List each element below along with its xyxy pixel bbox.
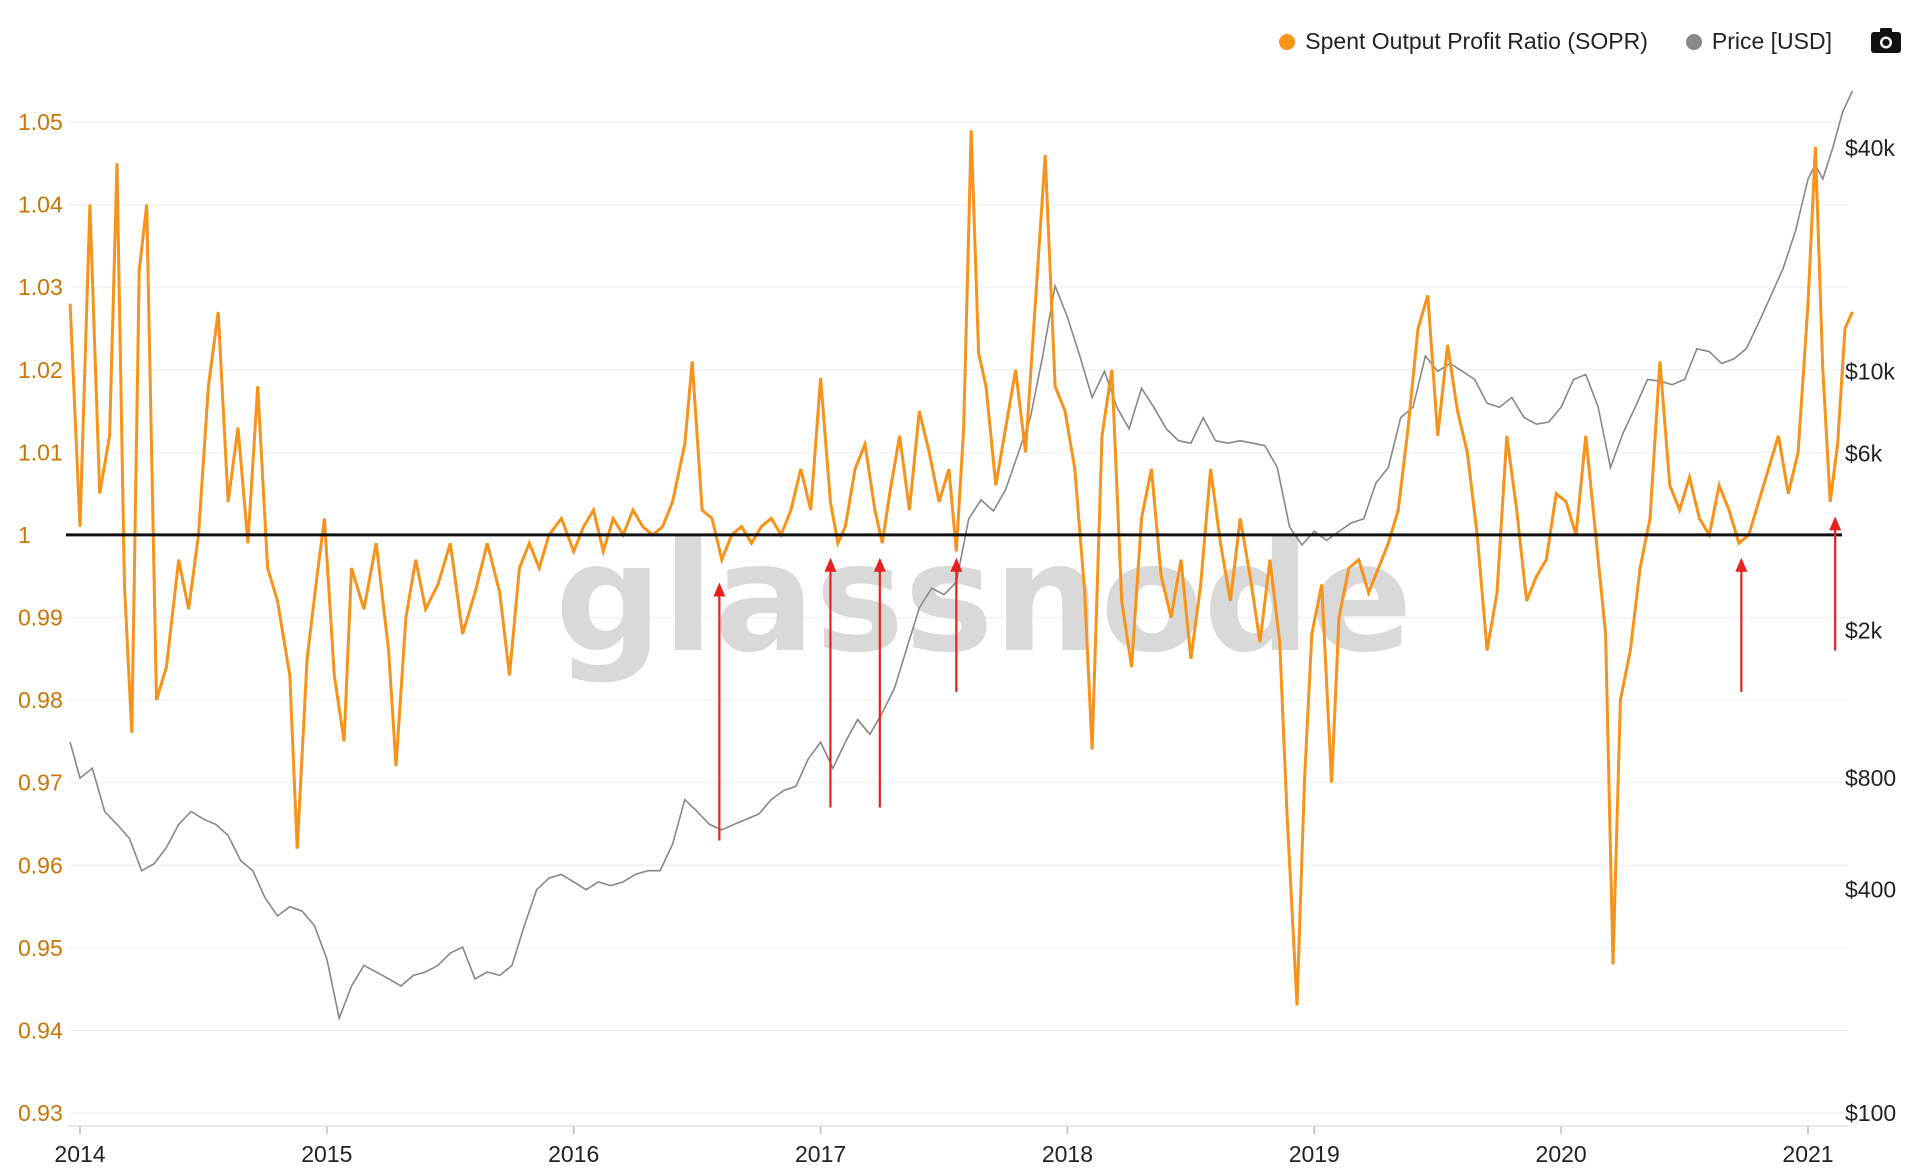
left-tick-label: 0.95 [18,935,63,961]
right-tick-label: $400 [1845,877,1896,903]
annotation-arrow-head [1735,557,1748,572]
left-tick-label: 1.03 [18,274,63,300]
left-tick-label: 1 [18,522,31,548]
right-tick-label: $100 [1845,1100,1896,1126]
left-tick-label: 0.98 [18,687,63,713]
right-axis-ticks: $100 $400 $800 $2k $6k $10k $40k [1845,135,1896,1126]
x-tick-label: 2015 [301,1141,352,1167]
sopr-series-line [68,130,1854,1006]
annotation-arrow-head [824,557,837,572]
gridlines [68,121,1848,1114]
x-tick-label: 2014 [54,1141,105,1167]
x-tick-label: 2021 [1782,1141,1833,1167]
x-tick-label: 2017 [795,1141,846,1167]
legend-label-sopr: Spent Output Profit Ratio (SOPR) [1305,28,1648,54]
legend: Spent Output Profit Ratio (SOPR) Price [… [1279,28,1832,55]
annotation-arrows [713,516,1842,841]
left-tick-label: 1.02 [18,357,63,383]
left-tick-label: 0.99 [18,605,63,631]
x-tick-label: 2018 [1042,1141,1093,1167]
annotation-arrow-head [1829,516,1842,531]
left-tick-label: 1.04 [18,192,63,218]
left-axis-ticks: 0.93 0.94 0.95 0.96 0.97 0.98 0.99 1 1.01 1.02 1.0… [18,109,63,1126]
left-tick-label: 0.96 [18,852,63,878]
price-series-line [69,90,1854,1022]
legend-item-price[interactable]: Price [USD] [1685,28,1832,55]
x-tick-label: 2016 [548,1141,599,1167]
left-tick-label: 1.05 [18,109,63,135]
annotation-arrow-head [713,582,726,597]
legend-item-sopr[interactable]: Spent Output Profit Ratio (SOPR) [1279,28,1648,55]
x-tick-label: 2019 [1289,1141,1340,1167]
left-tick-label: 0.93 [18,1100,63,1126]
annotation-arrow-head [950,557,963,572]
camera-icon[interactable] [1870,26,1902,54]
right-tick-label: $2k [1845,618,1883,644]
price-legend-dot [1685,33,1702,50]
right-tick-label: $6k [1845,441,1883,467]
right-tick-label: $10k [1845,358,1895,384]
watermark-text: glassnode [555,512,1413,686]
annotation-arrow-head [873,557,886,572]
sopr-legend-dot [1279,33,1296,50]
left-tick-label: 0.97 [18,770,63,796]
right-tick-label: $800 [1845,765,1896,791]
x-axis-ticks: 2014 2015 2016 2017 2018 2019 2020 2021 [54,1126,1834,1167]
right-tick-label: $40k [1845,135,1895,161]
left-tick-label: 0.94 [18,1017,63,1043]
left-tick-label: 1.01 [18,439,63,465]
x-tick-label: 2020 [1536,1141,1587,1167]
legend-label-price: Price [USD] [1711,28,1832,54]
